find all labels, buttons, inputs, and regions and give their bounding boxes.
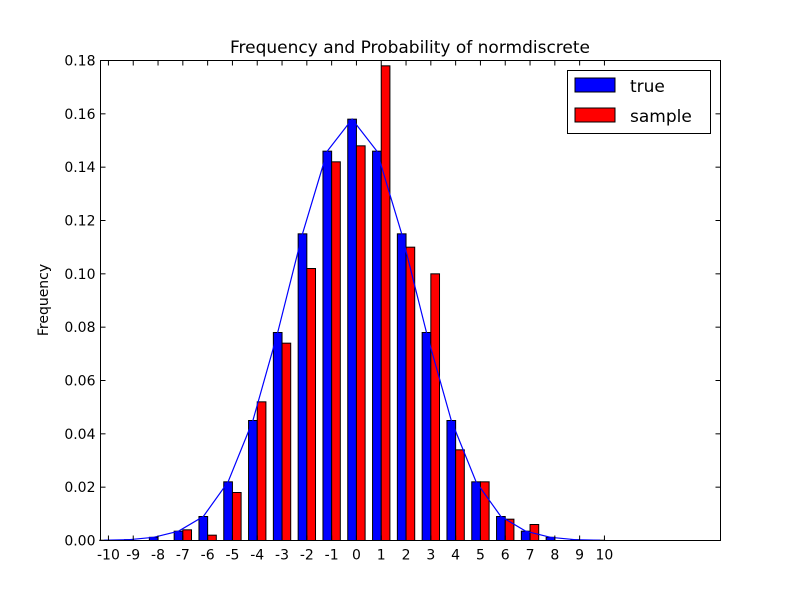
x-tick-label: 0	[352, 548, 361, 564]
x-tick-label: -8	[151, 548, 165, 564]
bar-true--2	[298, 234, 307, 541]
bar-sample--6	[208, 535, 217, 540]
bar-sample-2	[406, 247, 415, 540]
x-tick-label: 6	[501, 548, 510, 564]
x-tick-label: 7	[526, 548, 535, 564]
x-tick-label: -7	[176, 548, 190, 564]
x-tick-label: -4	[250, 548, 264, 564]
bar-sample-6	[505, 519, 514, 540]
bar-sample--3	[282, 343, 291, 540]
y-tick-label: 0.08	[64, 320, 95, 336]
x-tick-label: 3	[426, 548, 435, 564]
x-tick-label: -10	[97, 548, 120, 564]
y-tick-label: 0.04	[64, 427, 95, 443]
bar-sample--2	[307, 269, 316, 541]
y-tick-label: 0.02	[64, 480, 95, 496]
y-tick-label: 0.18	[64, 54, 95, 70]
x-tick-label: 2	[402, 548, 411, 564]
y-tick-label: 0.14	[64, 160, 95, 176]
bar-true-3	[422, 333, 431, 541]
bar-true-6	[497, 517, 506, 541]
bar-sample--5	[232, 493, 241, 541]
plot-area	[100, 66, 605, 541]
y-tick-label: 0.00	[64, 534, 95, 550]
bar-sample-0	[356, 146, 365, 541]
bar-sample--4	[257, 402, 266, 541]
bar-sample-1	[381, 66, 390, 541]
legend-label-sample: sample	[630, 107, 692, 127]
bar-true--1	[323, 151, 332, 540]
bar-true--7	[174, 531, 183, 540]
y-tick-label: 0.06	[64, 374, 95, 390]
legend-swatch-true	[575, 78, 615, 92]
bar-true-2	[397, 234, 406, 541]
x-tick-label: 10	[596, 548, 614, 564]
x-tick-label: -9	[126, 548, 140, 564]
y-tick-label: 0.12	[64, 214, 95, 230]
bar-true-4	[447, 421, 456, 541]
bar-sample-3	[431, 274, 440, 541]
bar-true--3	[273, 333, 282, 541]
bar-true-1	[373, 151, 382, 540]
bar-true--4	[249, 421, 258, 541]
x-tick-label: -1	[325, 548, 339, 564]
bar-sample-4	[456, 450, 465, 541]
y-axis-label: Frequency	[36, 264, 52, 336]
bar-sample--1	[332, 162, 341, 541]
x-tick-label: -2	[300, 548, 314, 564]
y-tick-label: 0.10	[64, 267, 95, 283]
x-tick-label: 9	[575, 548, 584, 564]
x-tick-label: -5	[225, 548, 239, 564]
x-tick-label: 5	[476, 548, 485, 564]
bar-true-5	[472, 482, 481, 541]
bar-true--6	[199, 517, 208, 541]
legend-label-true: true	[630, 77, 665, 97]
y-tick-label: 0.16	[64, 107, 95, 123]
legend-swatch-sample	[575, 108, 615, 122]
x-tick-label: 4	[451, 548, 460, 564]
x-tick-label: 1	[377, 548, 386, 564]
chart-title: Frequency and Probability of normdiscret…	[230, 38, 590, 58]
x-tick-label: -3	[275, 548, 289, 564]
bar-sample--7	[183, 530, 192, 541]
bar-true-7	[521, 531, 530, 540]
x-tick-label: -6	[201, 548, 215, 564]
bar-true-0	[348, 119, 357, 540]
bar-true--5	[224, 482, 233, 541]
legend: true sample	[568, 71, 711, 134]
x-tick-label: 8	[550, 548, 559, 564]
